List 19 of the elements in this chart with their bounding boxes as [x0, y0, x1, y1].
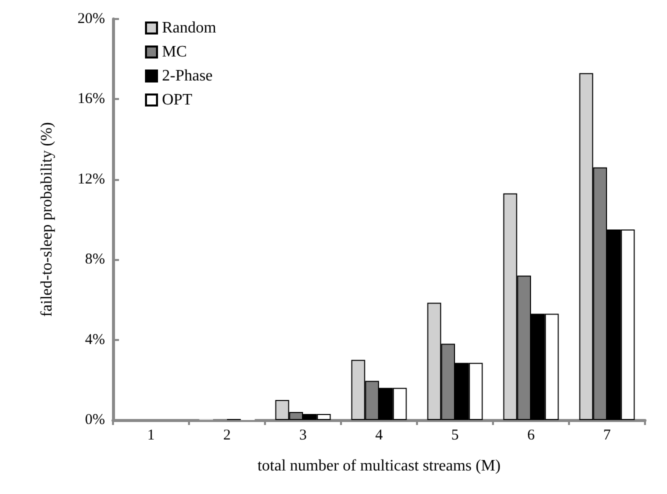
legend-label: 2-Phase — [162, 68, 213, 84]
y-tick-label: 8% — [85, 252, 105, 268]
x-tick-label: 5 — [451, 428, 459, 444]
x-tick-label: 3 — [299, 428, 307, 444]
x-tick-label: 7 — [603, 428, 612, 444]
legend-label: OPT — [162, 92, 192, 108]
legend-label: MC — [162, 44, 187, 60]
x-tick-label: 1 — [147, 428, 155, 444]
y-tick-label: 16% — [78, 91, 105, 108]
x-tick-label: 2 — [223, 428, 231, 444]
y-axis-title: failed-to-sleep probability (%) — [38, 122, 56, 317]
x-tick-label: 4 — [375, 428, 384, 444]
x-tick-label: 6 — [527, 428, 536, 444]
legend-label: Random — [162, 20, 217, 36]
x-axis-title: total number of multicast streams (M) — [257, 458, 501, 474]
y-tick-label: 20% — [78, 11, 105, 27]
y-tick-label: 4% — [85, 332, 105, 348]
y-tick-label: 0% — [85, 412, 105, 428]
y-tick-label: 12% — [78, 171, 105, 188]
